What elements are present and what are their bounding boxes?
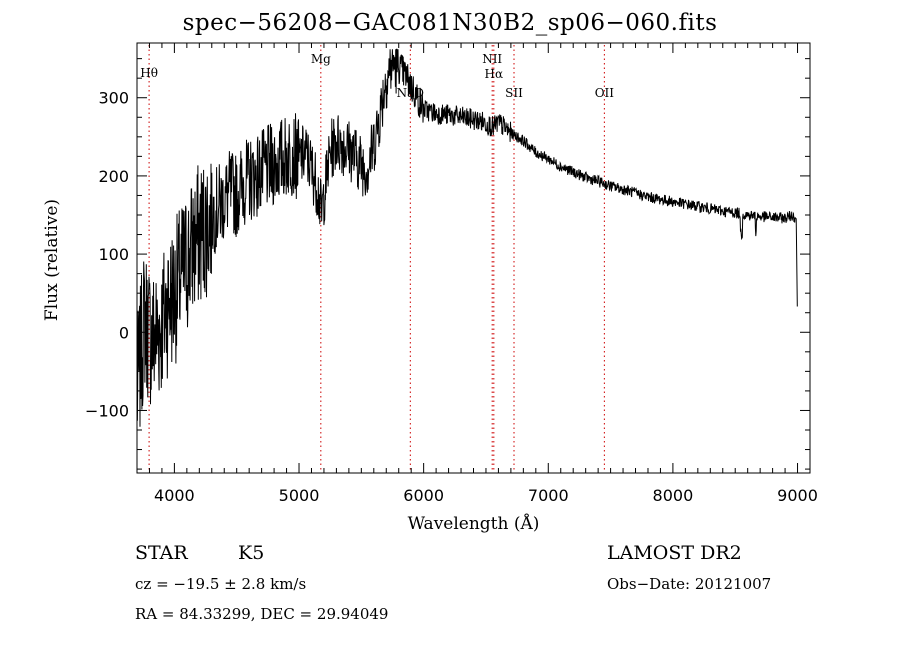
object-class: STAR: [135, 542, 188, 564]
x-tick-label: 8000: [653, 486, 694, 505]
line-label: OII: [595, 86, 615, 100]
y-axis-label: Flux (relative): [42, 199, 62, 321]
y-tick-label: 100: [98, 245, 129, 264]
chart-title: spec−56208−GAC081N30B2_sp06−060.fits: [182, 10, 718, 36]
x-axis-label: Wavelength (Å): [408, 513, 540, 534]
line-label: Hθ: [140, 66, 158, 80]
observation-date: Obs−Date: 20121007: [607, 575, 772, 593]
object-subclass: K5: [238, 542, 265, 564]
x-tick-label: 9000: [777, 486, 818, 505]
plot-axes: 4000 5000 6000 7000 8000 9000 −100 0 100 200 300: [85, 42, 818, 505]
x-tick-label: 6000: [403, 486, 444, 505]
coordinates: RA = 84.33299, DEC = 29.94049: [135, 605, 389, 623]
axis-labels: Wavelength (Å) Flux (relative): [42, 199, 539, 534]
y-tick-label: 0: [119, 323, 129, 342]
y-tick-label: −100: [85, 401, 129, 420]
x-tick-label: 5000: [279, 486, 320, 505]
line-label: SII: [505, 86, 523, 100]
x-tick-label: 4000: [154, 486, 195, 505]
x-tick-label: 7000: [528, 486, 569, 505]
y-tick-label: 200: [98, 167, 129, 186]
spectrum-series: [136, 48, 798, 427]
line-label: Mg: [311, 52, 331, 66]
line-label: Hα: [485, 67, 504, 81]
spectrum-line: [136, 48, 798, 427]
line-label: NII: [482, 52, 502, 66]
survey-name: LAMOST DR2: [607, 542, 742, 564]
y-tick-label: 300: [98, 89, 129, 108]
redshift-velocity: cz = −19.5 ± 2.8 km/s: [135, 575, 307, 593]
plot-frame: [136, 42, 811, 474]
